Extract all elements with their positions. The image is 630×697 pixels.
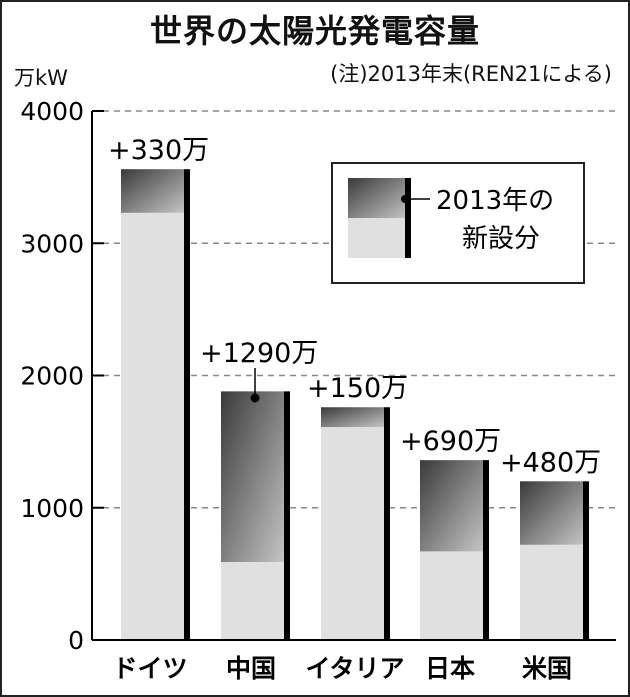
bar-new-addition [420, 460, 483, 552]
bar-new-addition [221, 391, 284, 562]
bar-existing [121, 212, 184, 640]
data-label: +330万 [108, 135, 209, 166]
bar-edge [184, 169, 190, 640]
bar-existing [221, 561, 284, 640]
legend-swatch-base [348, 218, 407, 258]
x-category-label: ドイツ [112, 654, 187, 683]
y-tick-label: 2000 [20, 362, 84, 391]
bar-edge [583, 481, 589, 640]
y-axis-unit: 万kW [14, 66, 68, 90]
legend-text-line1: 2013年の [436, 186, 554, 216]
bar-existing [321, 427, 384, 640]
bar-edge [483, 460, 489, 640]
y-tick-label: 4000 [20, 97, 84, 126]
bar-new-addition [520, 481, 583, 545]
legend-text-line2: 新設分 [462, 224, 540, 254]
data-label: +690万 [400, 426, 501, 457]
bar-existing [420, 551, 483, 640]
bar-new-addition [321, 407, 384, 428]
y-tick-label: 1000 [20, 494, 84, 523]
legend-swatch-edge [405, 178, 411, 258]
bar-edge [384, 407, 390, 640]
label-pointer-dot [250, 393, 260, 403]
data-label: +480万 [500, 447, 601, 478]
bar-existing [520, 544, 583, 640]
y-tick-label: 0 [68, 626, 84, 655]
x-category-label: 中国 [226, 654, 276, 683]
bar-edge [284, 391, 290, 640]
y-tick-label: 3000 [20, 229, 84, 258]
legend-swatch-new [348, 178, 407, 218]
chart-title: 世界の太陽光発電容量 [149, 12, 480, 50]
data-label: +1290万 [200, 338, 318, 369]
bar-new-addition [121, 169, 184, 213]
x-category-label: 米国 [522, 654, 572, 683]
chart-note: (注)2013年末(REN21による) [330, 62, 612, 86]
x-category-label: 日本 [425, 654, 475, 683]
x-category-label: イタリア [305, 654, 404, 683]
data-label: +150万 [307, 373, 408, 404]
